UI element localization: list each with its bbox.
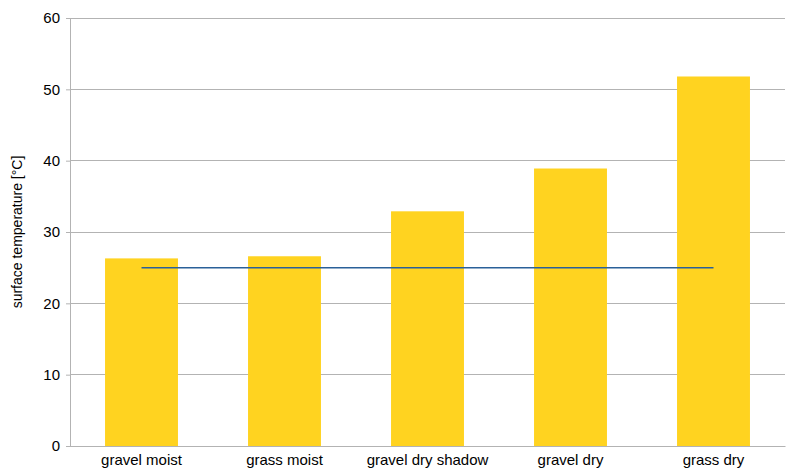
x-axis: gravel moist grass moist gravel dry shadow…: [71, 446, 786, 468]
y-axis-title: surface temperature [°C]: [9, 156, 25, 309]
y-tick-label: 40: [43, 152, 60, 169]
y-tick-label: 60: [43, 9, 60, 26]
x-tick: grass dry: [683, 446, 745, 468]
x-tick-label: gravel dry: [538, 451, 604, 468]
y-tick: 20: [43, 295, 70, 312]
line: [142, 267, 714, 269]
y-tick-mark: [66, 232, 70, 233]
y-tick-mark: [66, 89, 70, 90]
y-tick-mark: [66, 161, 70, 162]
bar: [105, 258, 178, 446]
x-tick: gravel dry shadow: [367, 446, 489, 468]
x-tick-label: gravel dry shadow: [367, 451, 489, 468]
chart: 0102030405060gravel moistgrass moistgrav…: [0, 0, 800, 476]
y-tick-mark: [66, 375, 70, 376]
y-tick-mark: [66, 446, 70, 447]
y-tick: 30: [43, 223, 70, 240]
x-tick: gravel dry: [538, 446, 604, 468]
grid: [70, 18, 785, 446]
bar: [677, 76, 750, 446]
grid-line: [70, 18, 785, 19]
y-tick-label: 50: [43, 81, 60, 98]
y-tick: 0: [52, 437, 70, 454]
x-tick: grass moist: [246, 446, 324, 468]
y-tick: 50: [43, 81, 70, 98]
x-tick: gravel moist: [101, 446, 183, 468]
bar-series: [105, 76, 750, 446]
x-axis-line: [71, 446, 786, 447]
x-tick-label: grass moist: [246, 451, 324, 468]
y-tick-mark: [66, 303, 70, 304]
y-tick-label: 20: [43, 295, 60, 312]
y-tick-mark: [66, 18, 70, 19]
y-tick: 60: [43, 9, 70, 26]
y-tick-label: 0: [52, 437, 60, 454]
x-tick-label: gravel moist: [101, 451, 183, 468]
y-tick: 40: [43, 152, 70, 169]
y-tick-label: 30: [43, 223, 60, 240]
y-tick-label: 10: [43, 366, 60, 383]
x-tick-label: grass dry: [683, 451, 745, 468]
bar: [391, 211, 464, 446]
plot-area: [105, 76, 750, 446]
y-axis-line: [70, 19, 71, 447]
bar: [534, 169, 607, 446]
y-tick: 10: [43, 366, 70, 383]
y-axis: 0 10 20 30 40 50 60: [43, 9, 70, 454]
bar: [248, 256, 321, 446]
